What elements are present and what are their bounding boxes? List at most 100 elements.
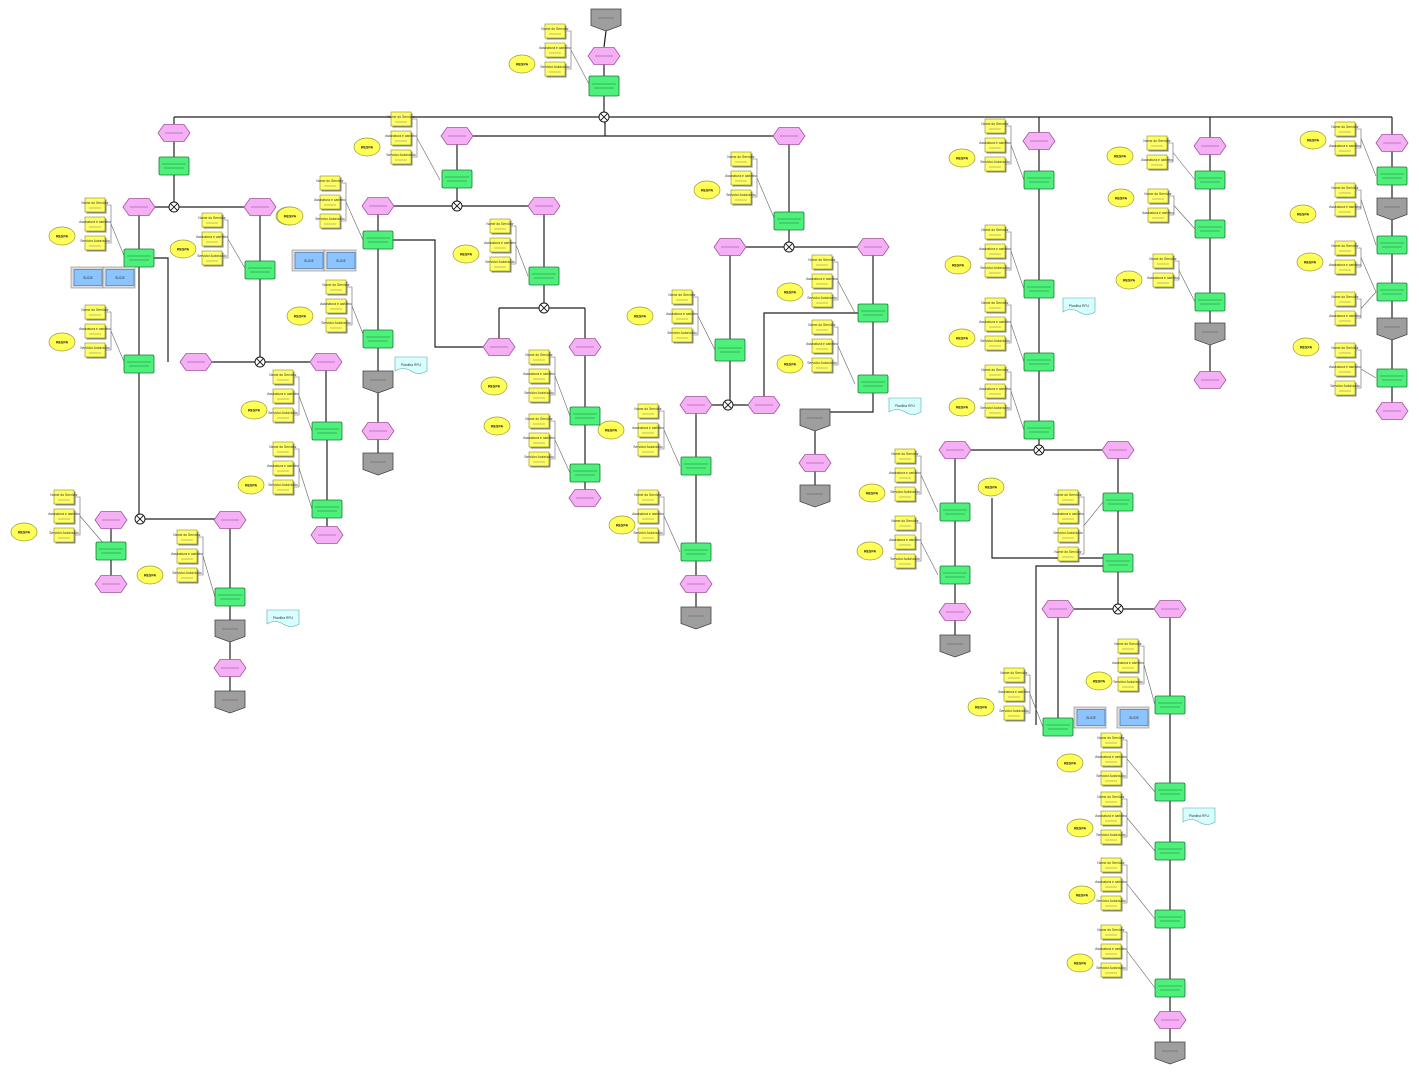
- end-process-node[interactable]: [362, 452, 394, 476]
- event-node-33[interactable]: [772, 127, 806, 145]
- role-box[interactable]: Servidor Autorizado: [667, 327, 697, 344]
- org-unit-oval[interactable]: RESPA: [1115, 270, 1143, 290]
- org-unit-oval[interactable]: RESPA: [1066, 953, 1094, 973]
- function-node-21[interactable]: [441, 169, 473, 189]
- role-box[interactable]: Servidor Autorizado: [999, 705, 1029, 722]
- role-box[interactable]: Assinatura e carimbo: [666, 308, 698, 325]
- org-unit-oval[interactable]: RESPA: [1292, 337, 1320, 357]
- org-unit-oval[interactable]: RESPA: [480, 376, 508, 396]
- function-node-41[interactable]: [857, 374, 889, 394]
- role-box[interactable]: Nome do Servidor: [891, 515, 920, 532]
- event-node-29[interactable]: [568, 338, 602, 356]
- end-process-node[interactable]: [799, 484, 831, 508]
- function-node-69[interactable]: [1194, 219, 1226, 239]
- role-box[interactable]: Servidor Autorizado: [524, 387, 554, 404]
- function-node-50[interactable]: [1023, 420, 1055, 440]
- role-box[interactable]: Nome do Servidor: [269, 369, 298, 386]
- role-box[interactable]: Servidor Autorizado: [49, 527, 79, 544]
- org-unit-oval[interactable]: RESPA: [977, 477, 1005, 497]
- role-box[interactable]: Nome do Servidor: [269, 441, 298, 458]
- role-box[interactable]: Servidor Autorizado: [890, 486, 920, 503]
- role-box[interactable]: Servidor Autorizado: [80, 235, 110, 252]
- event-node-36[interactable]: [856, 238, 890, 256]
- role-box[interactable]: Nome do Servidor: [1054, 546, 1083, 563]
- role-box[interactable]: Servidor Autorizado: [321, 317, 351, 334]
- role-box[interactable]: Assinatura e carimbo: [314, 194, 346, 211]
- role-box[interactable]: Assinatura e carimbo: [267, 388, 299, 405]
- role-box[interactable]: Assinatura e carimbo: [267, 460, 299, 477]
- function-node-64[interactable]: [1154, 909, 1186, 929]
- document-note[interactable]: Planilha RFU: [888, 397, 922, 415]
- function-node-37[interactable]: [714, 338, 746, 362]
- org-unit-oval[interactable]: RESPA: [240, 400, 268, 420]
- role-box[interactable]: Servidor Autorizado: [1330, 380, 1360, 397]
- role-box[interactable]: Assinatura e carimbo: [998, 686, 1030, 703]
- role-box[interactable]: Servidor Autorizado: [524, 451, 554, 468]
- system-box[interactable]: SLIDE: [291, 249, 325, 272]
- function-node-31[interactable]: [569, 463, 601, 483]
- function-node-53[interactable]: [939, 502, 971, 522]
- function-node-74[interactable]: [1376, 235, 1408, 255]
- role-box[interactable]: Servidor Autorizado: [268, 479, 298, 496]
- role-box[interactable]: Nome do Servidor: [486, 218, 515, 235]
- role-box[interactable]: Nome do Servidor: [981, 297, 1010, 314]
- role-box[interactable]: Assinatura e carimbo: [48, 508, 80, 525]
- role-box[interactable]: Servidor Autorizado: [807, 292, 837, 309]
- event-node-67[interactable]: [1193, 137, 1227, 155]
- role-box[interactable]: Nome do Servidor: [1331, 121, 1360, 138]
- role-box[interactable]: Servidor Autorizado: [980, 335, 1010, 352]
- function-node-30[interactable]: [569, 406, 601, 426]
- function-node-25[interactable]: [362, 329, 394, 349]
- role-box[interactable]: Servidor Autorizado: [980, 156, 1010, 173]
- role-box[interactable]: Assinatura e carimbo: [1095, 876, 1127, 893]
- role-box[interactable]: Nome do Servidor: [541, 23, 570, 40]
- org-unit-oval[interactable]: RESPA: [483, 416, 511, 436]
- event-node-4[interactable]: [122, 198, 156, 216]
- role-box[interactable]: Assinatura e carimbo: [1142, 207, 1174, 224]
- event-node-22[interactable]: [361, 197, 395, 215]
- function-node-7[interactable]: [123, 354, 155, 374]
- role-box[interactable]: Nome do Servidor: [316, 175, 345, 192]
- role-box[interactable]: Nome do Servidor: [808, 319, 837, 336]
- role-box[interactable]: Servidor Autorizado: [80, 342, 110, 359]
- role-box[interactable]: Nome do Servidor: [808, 254, 837, 271]
- function-node-10[interactable]: [95, 541, 127, 561]
- end-process-node[interactable]: [214, 619, 246, 643]
- end-process-node[interactable]: [590, 8, 622, 32]
- role-box[interactable]: Assinatura e carimbo: [979, 383, 1011, 400]
- document-note[interactable]: Planilha RFU: [1062, 297, 1096, 315]
- role-box[interactable]: Assinatura e carimbo: [1329, 259, 1361, 276]
- role-box[interactable]: Servidor Autorizado: [540, 61, 570, 78]
- org-unit-oval[interactable]: RESPA: [353, 137, 381, 157]
- system-box[interactable]: SLIDE: [1073, 706, 1107, 729]
- org-unit-oval[interactable]: RESPA: [776, 354, 804, 374]
- role-box[interactable]: Nome do Servidor: [1097, 732, 1126, 749]
- org-unit-oval[interactable]: RESPA: [776, 282, 804, 302]
- role-box[interactable]: Nome do Servidor: [634, 489, 663, 506]
- event-node-77[interactable]: [1375, 402, 1409, 420]
- event-node-51[interactable]: [938, 441, 972, 459]
- role-box[interactable]: Nome do Servidor: [981, 224, 1010, 241]
- end-process-node[interactable]: [680, 606, 712, 630]
- org-unit-oval[interactable]: RESPA: [1289, 204, 1317, 224]
- role-box[interactable]: Assinatura e carimbo: [632, 422, 664, 439]
- function-node-48[interactable]: [1023, 279, 1055, 299]
- role-box[interactable]: Assinatura e carimbo: [523, 368, 555, 385]
- org-unit-oval[interactable]: RESPA: [597, 420, 625, 440]
- role-box[interactable]: Assinatura e carimbo: [171, 548, 203, 565]
- role-box[interactable]: Servidor Autorizado: [633, 441, 663, 458]
- role-box[interactable]: Nome do Servidor: [727, 151, 756, 168]
- org-unit-oval[interactable]: RESPA: [508, 54, 536, 74]
- role-box[interactable]: Servidor Autorizado: [1096, 962, 1126, 979]
- role-box[interactable]: Nome do Servidor: [1149, 253, 1178, 270]
- event-node-66[interactable]: [1153, 1011, 1187, 1029]
- role-box[interactable]: Assinatura e carimbo: [979, 316, 1011, 333]
- end-process-node[interactable]: [1376, 317, 1408, 341]
- event-node-59[interactable]: [1153, 600, 1187, 618]
- org-unit-oval[interactable]: RESPA: [286, 306, 314, 326]
- org-unit-oval[interactable]: RESPA: [276, 206, 304, 226]
- org-unit-oval[interactable]: RESPA: [1296, 252, 1324, 272]
- event-node-11[interactable]: [94, 575, 128, 593]
- function-node-47[interactable]: [1023, 170, 1055, 190]
- role-box[interactable]: Assinatura e carimbo: [1095, 943, 1127, 960]
